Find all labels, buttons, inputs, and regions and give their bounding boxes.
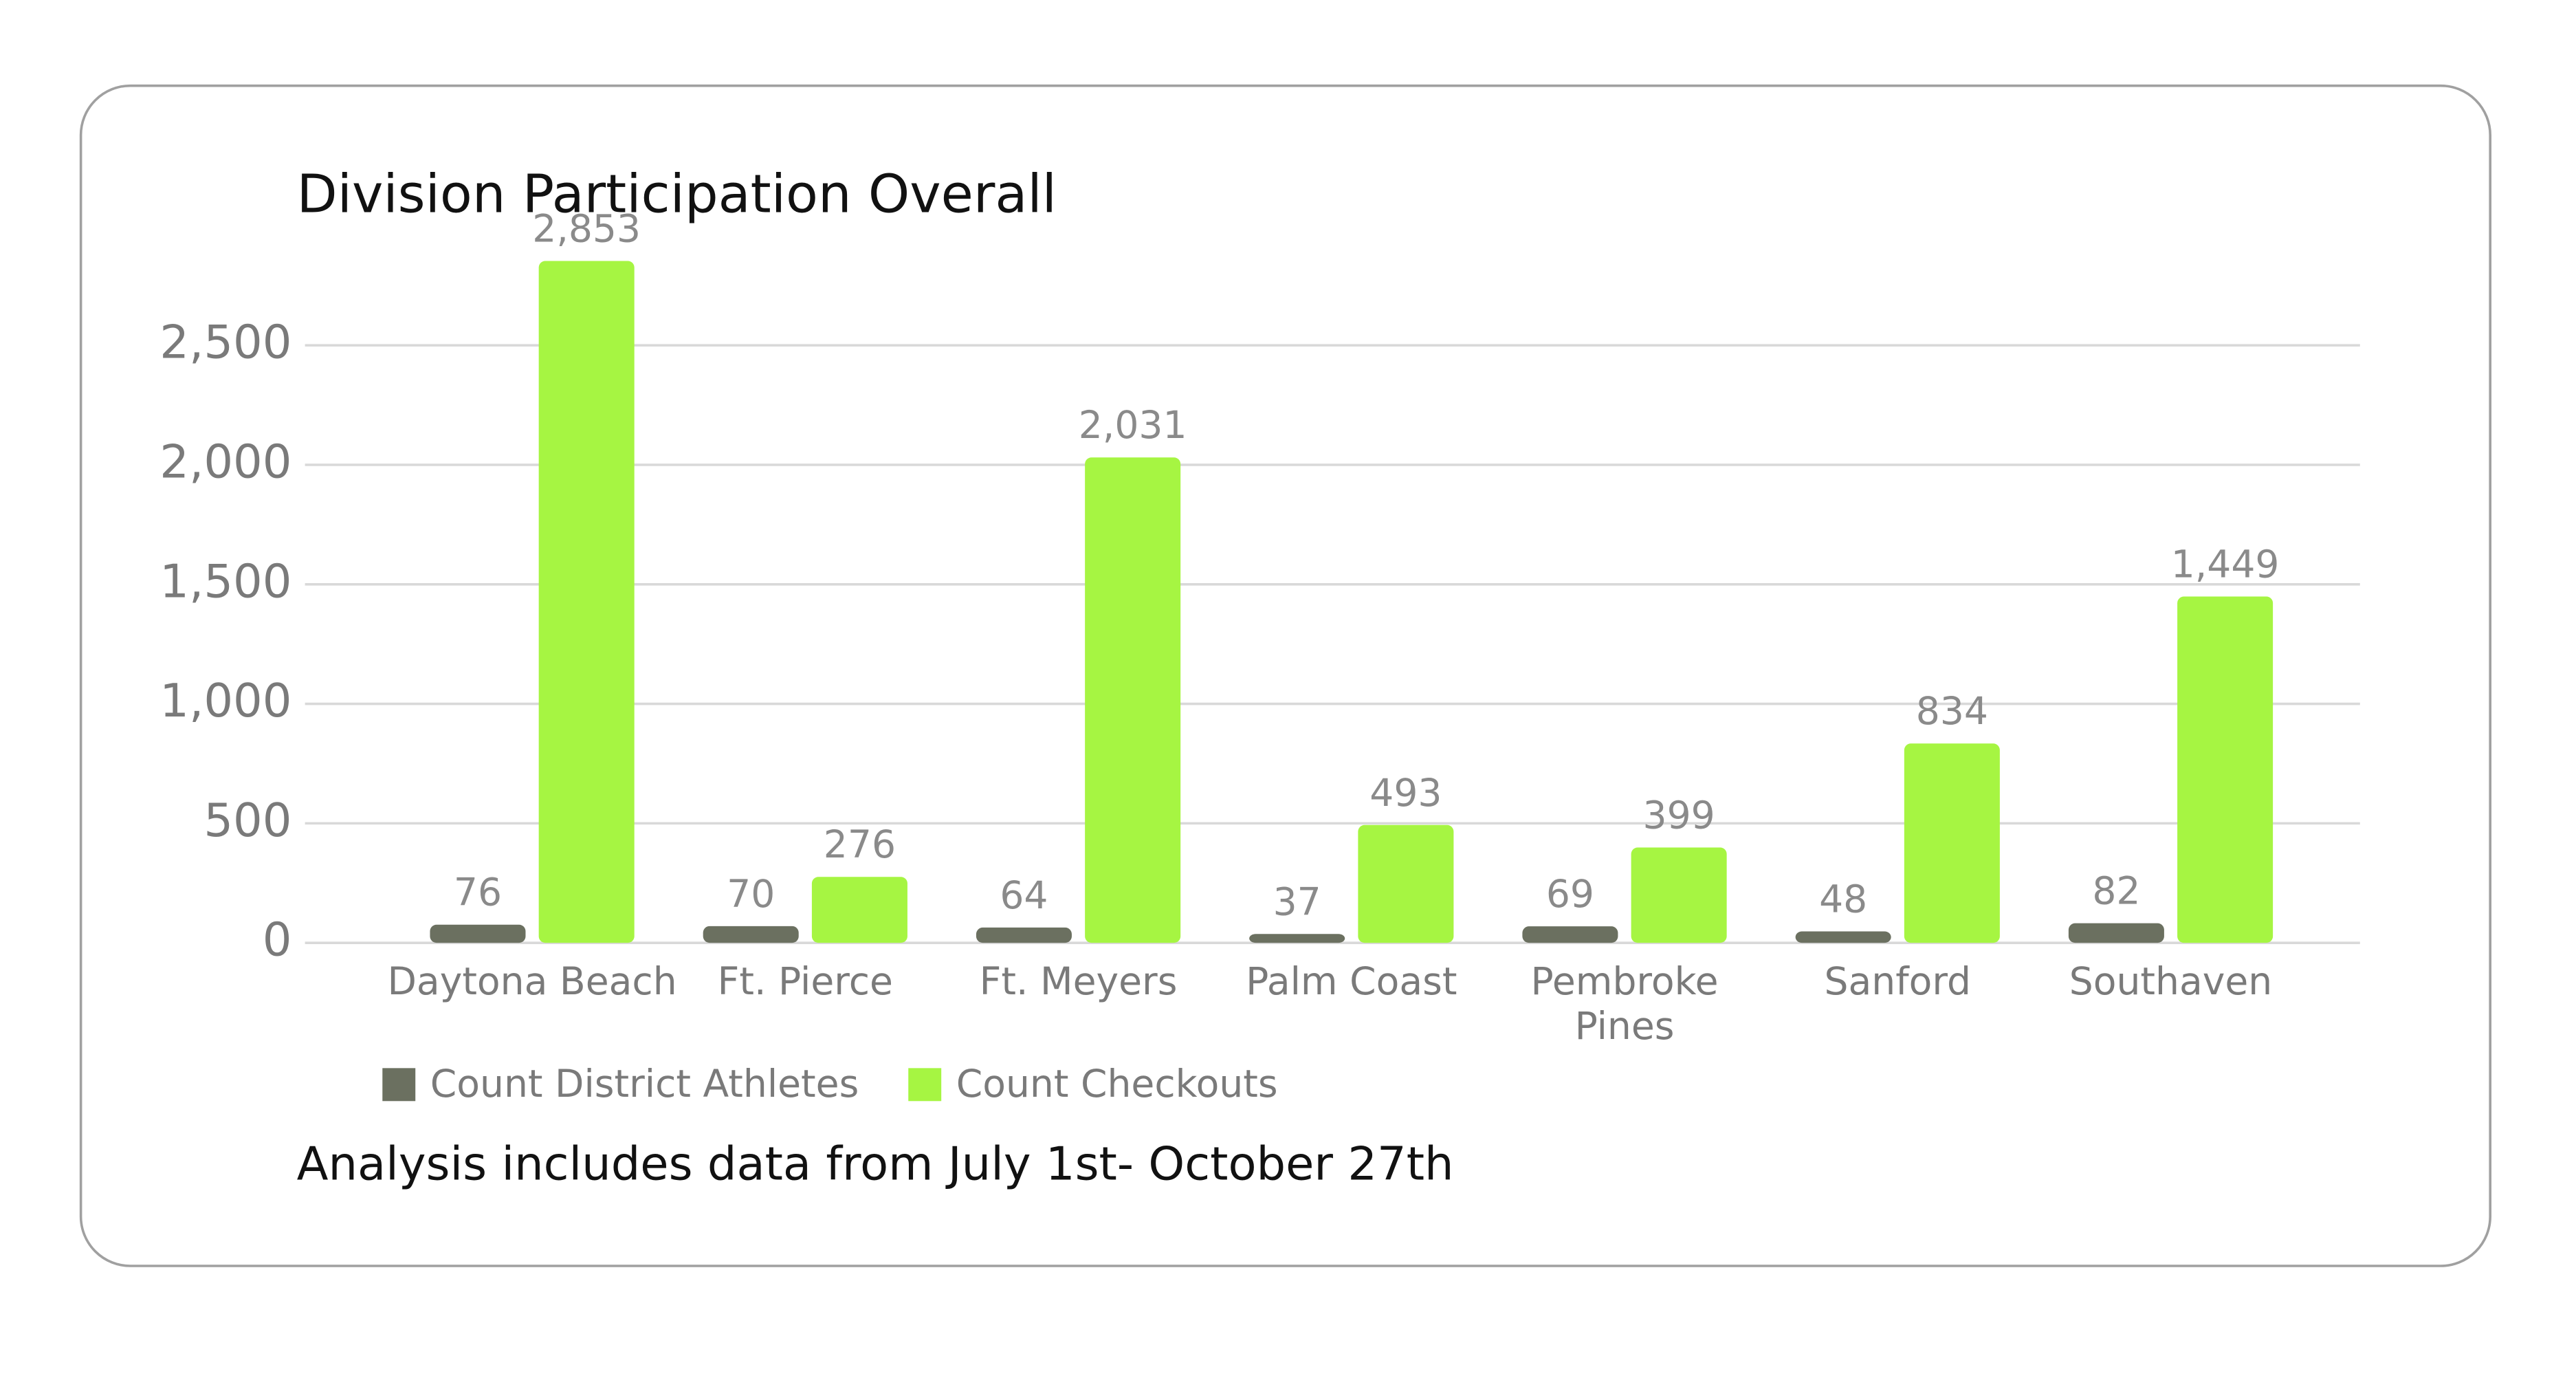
y-tick-label: 1,500 (159, 554, 291, 608)
x-tick-label: Palm Coast (1246, 960, 1457, 1004)
bar (1085, 457, 1181, 943)
bar (538, 261, 635, 943)
bar (703, 926, 799, 943)
data-label: 69 (1546, 873, 1594, 917)
chart-title: Division Participation Overall (297, 164, 1057, 226)
data-label: 64 (1000, 874, 1048, 918)
data-label: 37 (1273, 880, 1321, 924)
bar (1904, 743, 2000, 943)
y-tick-label: 0 (263, 913, 292, 967)
legend-label: Count Checkouts (956, 1062, 1278, 1106)
data-label: 399 (1643, 794, 1715, 838)
y-tick-label: 2,000 (159, 435, 291, 489)
data-label: 2,031 (1079, 404, 1187, 448)
bar (1795, 931, 1891, 943)
x-tick-label-line: Pembroke (1531, 960, 1719, 1004)
data-label: 834 (1916, 690, 1988, 734)
x-tick-label: Sanford (1825, 960, 1972, 1004)
bar (1631, 847, 1727, 943)
bar (2177, 596, 2274, 943)
data-label: 76 (454, 871, 502, 915)
data-label: 82 (2092, 870, 2140, 914)
x-tick-label: Daytona Beach (387, 960, 676, 1004)
x-tick-label: Southaven (2069, 960, 2272, 1004)
x-tick-label: Pembroke Pines (1531, 960, 1719, 1049)
x-tick-label: Ft. Meyers (980, 960, 1178, 1004)
bar (1522, 926, 1618, 943)
data-label: 70 (727, 873, 775, 917)
data-label: 1,449 (2171, 543, 2280, 587)
x-tick-label: Ft. Pierce (718, 960, 893, 1004)
bar (1358, 824, 1454, 943)
bar (976, 927, 1072, 943)
card (79, 84, 2492, 1267)
data-label: 2,853 (532, 207, 641, 251)
data-label: 276 (824, 823, 896, 867)
bar (1249, 934, 1345, 943)
data-label: 48 (1819, 877, 1867, 921)
footnote: Analysis includes data from July 1st- Oc… (297, 1137, 1454, 1191)
legend-swatch (908, 1068, 942, 1102)
y-tick-label: 1,000 (159, 674, 291, 728)
bar (811, 877, 907, 943)
bar (430, 924, 526, 943)
data-label: 493 (1369, 772, 1442, 816)
y-tick-label: 2,500 (159, 316, 291, 369)
bar (2068, 923, 2164, 943)
x-tick-label-line: Pines (1575, 1005, 1675, 1049)
legend-label: Count District Athletes (430, 1062, 859, 1106)
y-tick-label: 500 (203, 794, 291, 847)
legend-swatch (382, 1068, 416, 1102)
